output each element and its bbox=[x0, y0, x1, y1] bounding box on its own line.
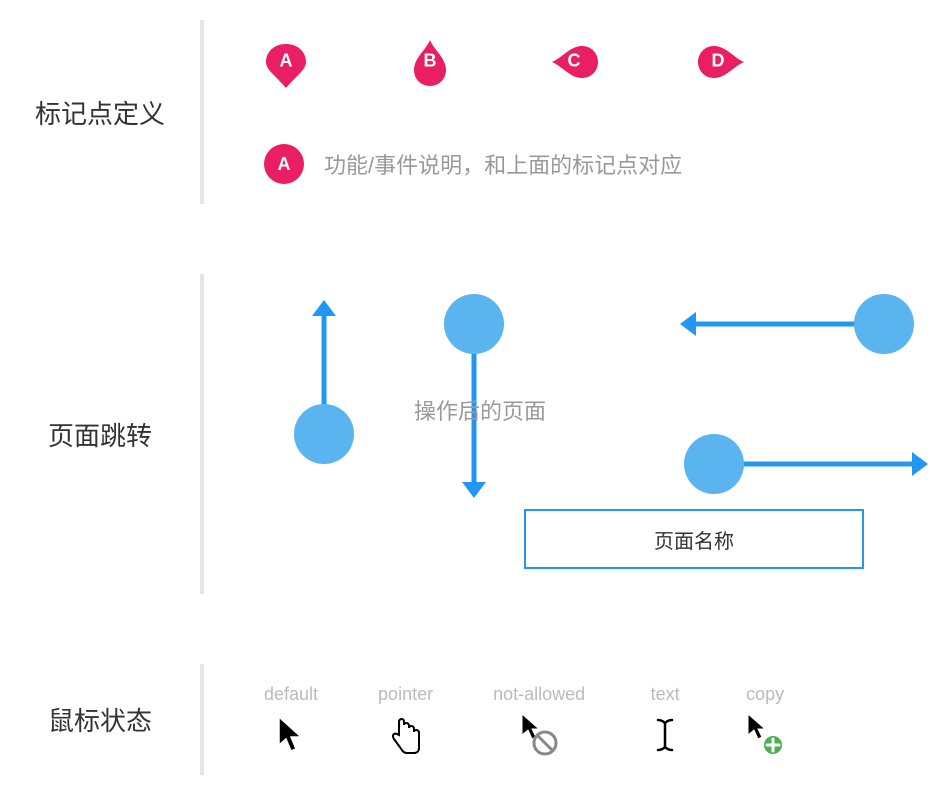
desc-row: A 功能/事件说明，和上面的标记点对应 bbox=[244, 144, 938, 184]
cursor-row: default pointer not-allowed text copy bbox=[244, 684, 938, 755]
section1-label: 标记点定义 bbox=[0, 20, 200, 204]
section-markers: 标记点定义 A B C D A 功能/事件说明，和上面的标记点对应 bbox=[0, 0, 938, 224]
section1-content: A B C D A 功能/事件说明，和上面的标记点对应 bbox=[244, 20, 938, 204]
cursor-item-copy: copy bbox=[745, 684, 785, 755]
nav-arrowhead bbox=[680, 312, 696, 336]
marker-letter: C bbox=[568, 50, 581, 71]
nav-circle bbox=[294, 404, 354, 464]
cursor-label: text bbox=[651, 684, 680, 705]
cursor-label: pointer bbox=[378, 684, 433, 705]
cursor-item-text: text bbox=[645, 684, 685, 755]
cursor-default-icon bbox=[271, 715, 311, 755]
markers-row: A B C D bbox=[244, 40, 938, 84]
marker-letter: A bbox=[280, 50, 293, 71]
cursor-text-icon bbox=[645, 715, 685, 755]
marker-letter: D bbox=[712, 50, 725, 71]
section-cursors: 鼠标状态 default pointer not-allowed text co… bbox=[0, 644, 938, 795]
nav-circle bbox=[854, 294, 914, 354]
nav-arrowhead bbox=[462, 482, 486, 498]
marker-a-icon: A bbox=[264, 40, 308, 84]
section2-content: 操作后的页面 页面名称 bbox=[244, 274, 938, 594]
marker-d-icon: D bbox=[696, 40, 740, 84]
marker-c-icon: C bbox=[552, 40, 596, 84]
center-page-label: 操作后的页面 bbox=[414, 394, 546, 426]
cursor-label: copy bbox=[746, 684, 784, 705]
page-name-box: 页面名称 bbox=[524, 509, 864, 569]
marker-letter: B bbox=[424, 50, 437, 71]
nav-arrowhead bbox=[912, 452, 928, 476]
divider bbox=[200, 20, 204, 204]
desc-badge: A bbox=[264, 144, 304, 184]
section3-content: default pointer not-allowed text copy bbox=[244, 664, 938, 775]
nav-circle bbox=[444, 294, 504, 354]
cursor-item-pointer: pointer bbox=[378, 684, 433, 755]
divider bbox=[200, 274, 204, 594]
cursor-not-allowed-icon bbox=[519, 715, 559, 755]
nav-circle bbox=[684, 434, 744, 494]
nav-diagram: 操作后的页面 页面名称 bbox=[244, 294, 938, 574]
cursor-pointer-icon bbox=[386, 715, 426, 755]
desc-text: 功能/事件说明，和上面的标记点对应 bbox=[324, 148, 682, 180]
divider bbox=[200, 664, 204, 775]
cursor-item-default: default bbox=[264, 684, 318, 755]
section3-label: 鼠标状态 bbox=[0, 664, 200, 775]
marker-b-icon: B bbox=[408, 40, 452, 84]
cursor-copy-icon bbox=[745, 715, 785, 755]
cursor-label: not-allowed bbox=[493, 684, 585, 705]
section-nav: 页面跳转 操作后的页面 页面名称 bbox=[0, 254, 938, 614]
cursor-label: default bbox=[264, 684, 318, 705]
cursor-item-not-allowed: not-allowed bbox=[493, 684, 585, 755]
section2-label: 页面跳转 bbox=[0, 274, 200, 594]
nav-arrowhead bbox=[312, 300, 336, 316]
